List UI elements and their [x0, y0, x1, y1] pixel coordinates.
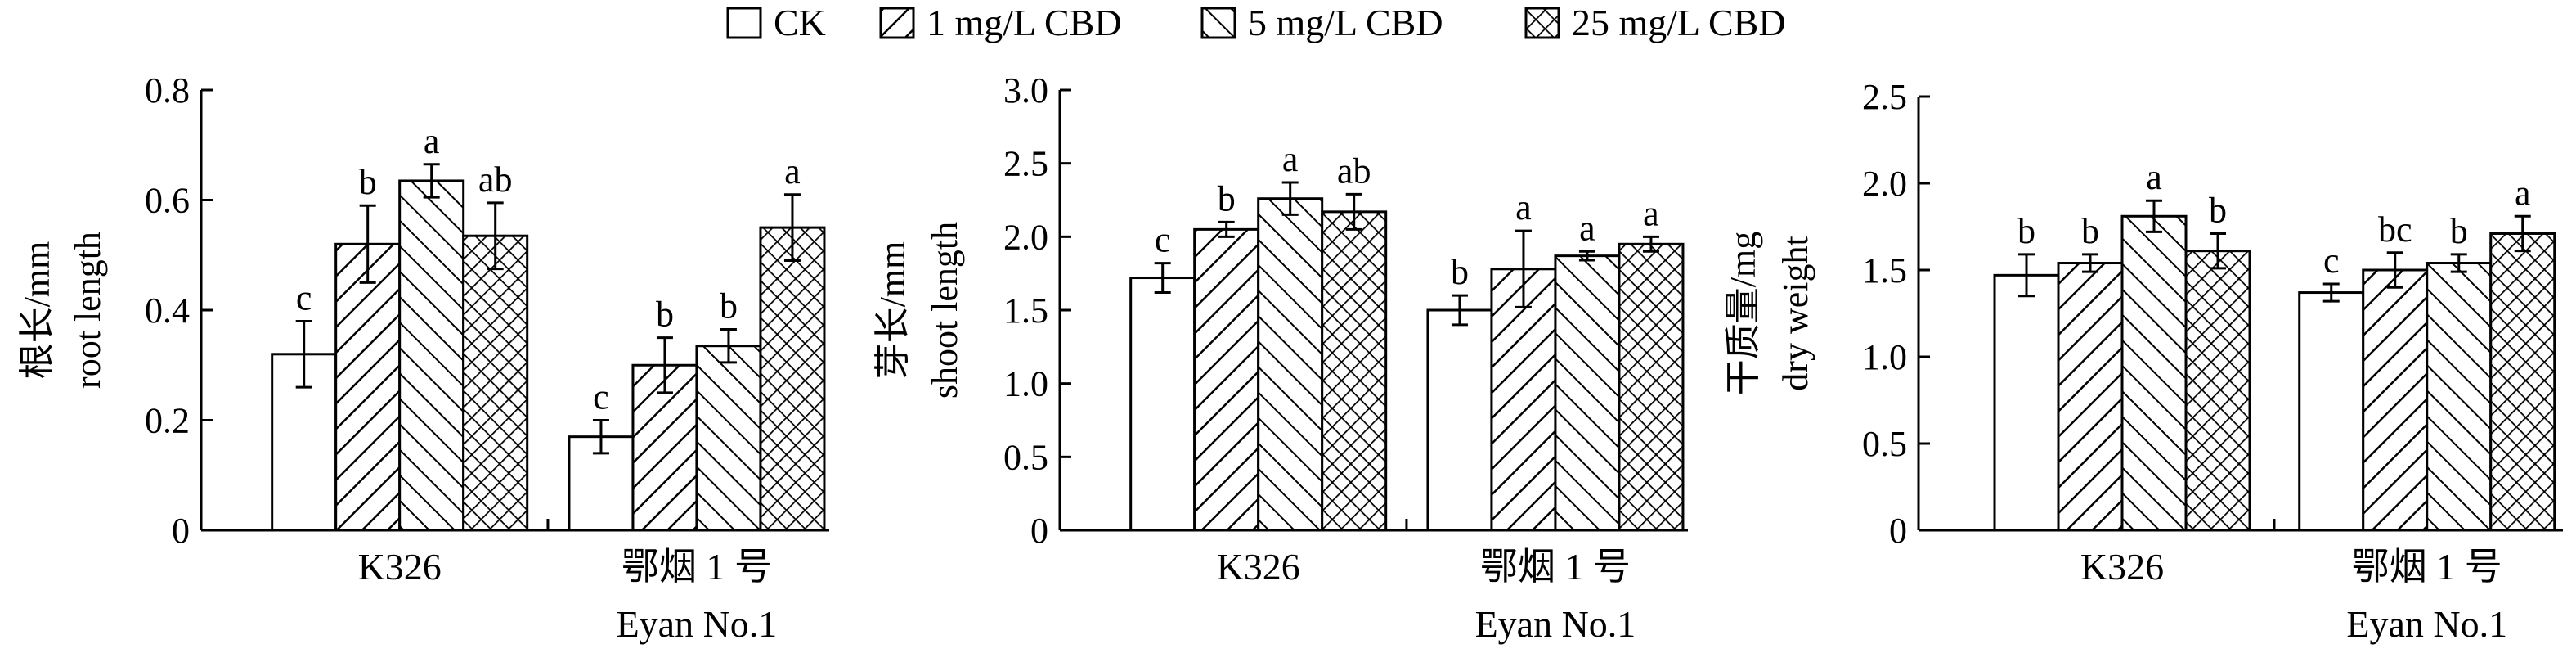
significance-letter: c	[296, 277, 312, 317]
y-tick-label: 2.5	[1862, 77, 1907, 117]
bar-ck	[1129, 277, 1196, 532]
bar-1mg	[1193, 227, 1260, 532]
bar-25mg	[1321, 210, 1388, 532]
significance-letter: b	[2081, 211, 2099, 251]
y-tick-label: 0.5	[1862, 424, 1907, 464]
significance-letter: a	[784, 151, 801, 191]
x-category-label: K326	[1217, 546, 1300, 588]
legend-item-ck: CK	[726, 2, 826, 43]
significance-letter: b	[2017, 211, 2035, 251]
x-category-label: K326	[2080, 546, 2164, 588]
chart-panel-2: 00.51.01.52.02.53.0芽长/mm shoot length cba a…	[873, 70, 1688, 645]
y-tick-label: 0.6	[145, 181, 190, 221]
y-axis-label-en: shoot length	[925, 222, 965, 399]
y-axis-label-cn: 干质量/mg	[1723, 232, 1763, 395]
significance-letter: a	[2146, 157, 2162, 197]
y-tick-label: 0	[1889, 511, 1907, 551]
x-category-label-en: Eyan No.1	[2346, 603, 2507, 645]
bar-25mg	[1618, 242, 1685, 532]
y-axis-label-en: dry weight	[1775, 236, 1815, 390]
significance-letter: ab	[478, 160, 513, 200]
significance-letter: ab	[1337, 151, 1371, 191]
bar-ck	[1426, 308, 1493, 532]
legend-label-25mg: 25 mg/L CBD	[1572, 2, 1786, 43]
bar-5mg	[2120, 214, 2188, 532]
bar-1mg	[2362, 268, 2429, 532]
y-tick-label: 0	[1030, 511, 1048, 551]
legend-item-1mg: 1 mg/L CBD	[879, 2, 1122, 43]
significance-letter: c	[1155, 220, 1171, 260]
bar-25mg	[759, 226, 826, 532]
significance-letter: b	[2209, 190, 2227, 230]
bar-5mg	[695, 345, 762, 532]
significance-letter: b	[1451, 252, 1469, 292]
significance-letter: b	[2450, 211, 2468, 251]
bar-ck	[2298, 291, 2365, 532]
x-category-label-en: Eyan No.1	[1475, 603, 1636, 645]
x-category-label: 鄂烟 1 号	[1480, 546, 1631, 588]
y-tick-label: 2.0	[1003, 217, 1048, 257]
significance-letter: c	[2323, 241, 2340, 281]
significance-letter: b	[720, 286, 738, 326]
significance-letter: b	[359, 162, 377, 202]
y-tick-label: 1.0	[1003, 364, 1048, 404]
significance-letter: bc	[2378, 209, 2412, 250]
bar-5mg	[398, 179, 465, 532]
chart-panel-1: 00.20.40.60.8根长/mm root length cbaabK326cb…	[17, 70, 829, 645]
bar-5mg	[2426, 262, 2493, 532]
y-axis-label-en: root length	[68, 232, 108, 389]
legend: CK 1 mg/L CBD 5 mg/L CBD 25 mg/L CBD	[726, 2, 1786, 43]
significance-letter: a	[1579, 208, 1595, 248]
y-axis-label-cn: 芽长/mm	[873, 241, 913, 380]
x-category-label: 鄂烟 1 号	[2352, 546, 2502, 588]
significance-letter: a	[1282, 139, 1299, 179]
significance-letter: b	[1218, 178, 1236, 218]
y-tick-label: 2.0	[1862, 164, 1907, 204]
legend-swatch-ck	[726, 7, 762, 39]
bar-1mg	[1490, 268, 1557, 532]
bar-25mg	[2184, 250, 2251, 532]
legend-item-5mg: 5 mg/L CBD	[1200, 2, 1443, 43]
bar-5mg	[1257, 197, 1324, 532]
significance-letter: a	[424, 121, 440, 161]
x-category-label: K326	[358, 546, 442, 588]
y-tick-label: 0.4	[145, 290, 190, 331]
bar-5mg	[1554, 254, 1621, 532]
y-tick-label: 3.0	[1003, 70, 1048, 110]
x-category-label-en: Eyan No.1	[617, 603, 778, 645]
y-tick-label: 0	[172, 511, 190, 551]
bar-25mg	[462, 234, 529, 532]
x-category-label: 鄂烟 1 号	[622, 546, 772, 588]
legend-swatch-5mg	[1200, 7, 1236, 39]
legend-item-25mg: 25 mg/L CBD	[1524, 2, 1786, 43]
bar-25mg	[2489, 232, 2556, 532]
legend-label-ck: CK	[774, 2, 826, 43]
bar-1mg	[2057, 262, 2124, 532]
legend-swatch-1mg	[879, 7, 915, 39]
y-tick-label: 1.5	[1862, 250, 1907, 290]
bar-1mg	[334, 242, 402, 532]
legend-label-1mg: 1 mg/L CBD	[927, 2, 1122, 43]
y-tick-label: 0.5	[1003, 437, 1048, 477]
y-tick-label: 2.5	[1003, 144, 1048, 184]
significance-letter: a	[1643, 193, 1659, 233]
significance-letter: a	[2515, 173, 2531, 213]
y-tick-label: 1.5	[1003, 290, 1048, 331]
legend-label-5mg: 5 mg/L CBD	[1248, 2, 1443, 43]
chart-panel-3: 0 0.5 1.0 1.5 2.0 2.5 干质量/mg dry weight b b a b K326…	[1723, 77, 2563, 645]
y-tick-label: 0.8	[145, 70, 190, 110]
significance-letter: b	[656, 295, 674, 335]
significance-letter: a	[1515, 187, 1532, 227]
y-tick-label: 1.0	[1862, 337, 1907, 377]
y-tick-label: 0.2	[145, 401, 190, 441]
y-axis-label-cn: 根长/mm	[17, 241, 57, 380]
significance-letter: c	[593, 377, 609, 417]
legend-swatch-25mg	[1524, 7, 1560, 39]
bar-ck	[1993, 273, 2060, 532]
